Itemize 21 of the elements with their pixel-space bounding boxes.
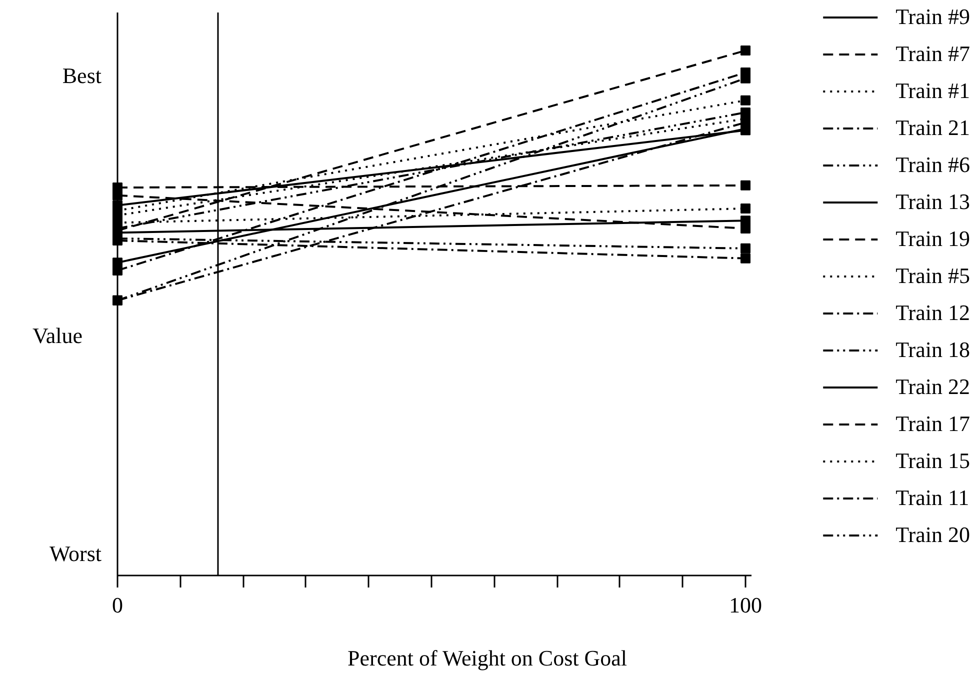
legend-label: Train #5 — [896, 263, 970, 289]
legend-label: Train 21 — [896, 115, 970, 141]
legend-label: Train 12 — [896, 300, 970, 326]
legend-label: Train #7 — [896, 41, 970, 67]
legend-label: Train 18 — [896, 337, 970, 363]
legend-label: Train #1 — [896, 78, 970, 104]
legend-label: Train #6 — [896, 152, 970, 178]
x-tick-label: 100 — [729, 592, 762, 618]
legend-label: Train 20 — [896, 522, 970, 548]
legend-label: Train 19 — [896, 226, 970, 252]
legend-label: Train 13 — [896, 189, 970, 215]
y-axis-title: Value — [32, 323, 83, 348]
legend-label: Train 22 — [896, 374, 970, 400]
legend-label: Train 15 — [896, 448, 970, 474]
legend-label: Train #9 — [896, 4, 970, 30]
legend-label: Train 11 — [896, 485, 970, 511]
legend-label: Train 17 — [896, 411, 970, 437]
text: Worst — [49, 541, 102, 566]
x-tick-label: 0 — [112, 592, 123, 618]
text: Best — [62, 63, 102, 88]
x-axis-title: Percent of Weight on Cost Goal — [348, 646, 628, 670]
